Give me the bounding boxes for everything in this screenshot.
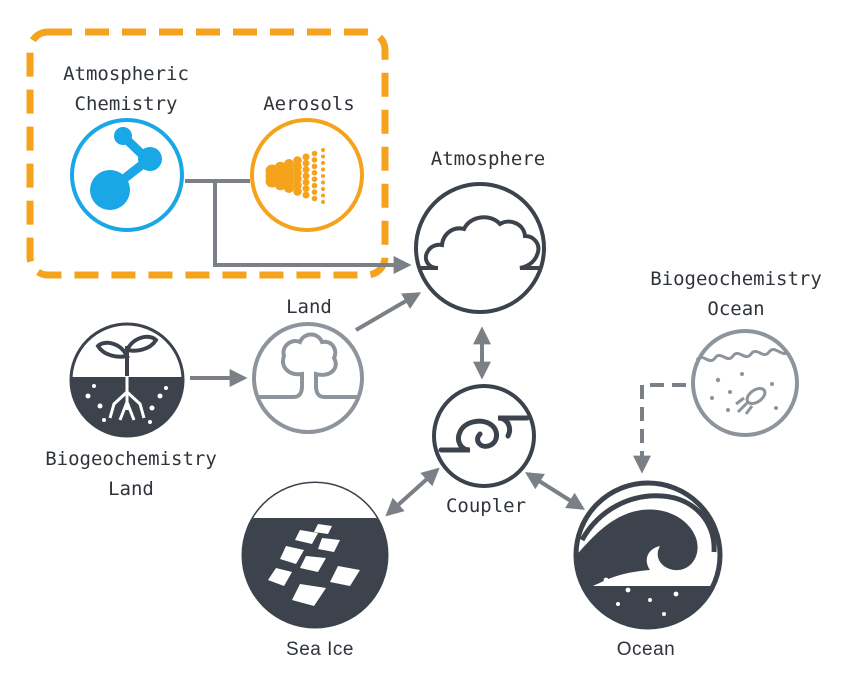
chemistry-group-highlight	[26, 28, 389, 279]
node-aerosols[interactable]: Aerosols	[250, 93, 364, 232]
swirl-icon	[438, 415, 530, 453]
node-atmospheric-chemistry[interactable]: Atmospheric Chemistry	[63, 63, 189, 232]
label-atmosphere: Atmosphere	[431, 148, 545, 170]
node-biogeochemistry-land[interactable]: Biogeochemistry Land	[45, 322, 217, 500]
spray-icon	[265, 148, 325, 204]
arrow-bgc-ocean-to-ocean	[633, 383, 686, 474]
arrow-coupler-seaice	[385, 467, 440, 517]
label-biogeochemistry-land-line1: Biogeochemistry	[45, 448, 217, 470]
molecule-icon	[90, 127, 162, 210]
label-atmospheric-chemistry-line1: Atmospheric	[63, 63, 189, 85]
node-sea-ice[interactable]: Sea Ice	[240, 480, 390, 660]
node-coupler[interactable]: Coupler	[432, 384, 536, 517]
connectors	[185, 179, 686, 517]
arrow-land-to-atmosphere	[354, 292, 422, 332]
label-biogeochemistry-ocean-line2: Ocean	[707, 298, 764, 320]
label-land: Land	[286, 296, 332, 318]
cloud-icon	[416, 215, 544, 270]
label-sea-ice: Sea Ice	[286, 639, 354, 660]
label-coupler: Coupler	[446, 495, 526, 517]
plankton-icon	[695, 348, 790, 415]
node-biogeochemistry-ocean[interactable]: Biogeochemistry Ocean	[650, 268, 822, 437]
label-aerosols: Aerosols	[263, 93, 355, 115]
node-land[interactable]: Land	[250, 296, 366, 434]
tree-icon	[254, 332, 362, 399]
node-ocean[interactable]: Ocean	[570, 480, 730, 660]
arrow-chemistry-to-atmosphere	[213, 181, 412, 274]
label-biogeochemistry-land-line2: Land	[108, 478, 154, 500]
arrow-coupler-ocean	[524, 472, 586, 510]
label-atmospheric-chemistry-line2: Chemistry	[75, 93, 178, 115]
node-atmosphere[interactable]: Atmosphere	[400, 148, 560, 314]
label-biogeochemistry-ocean-line1: Biogeochemistry	[650, 268, 822, 290]
label-ocean: Ocean	[617, 639, 675, 660]
